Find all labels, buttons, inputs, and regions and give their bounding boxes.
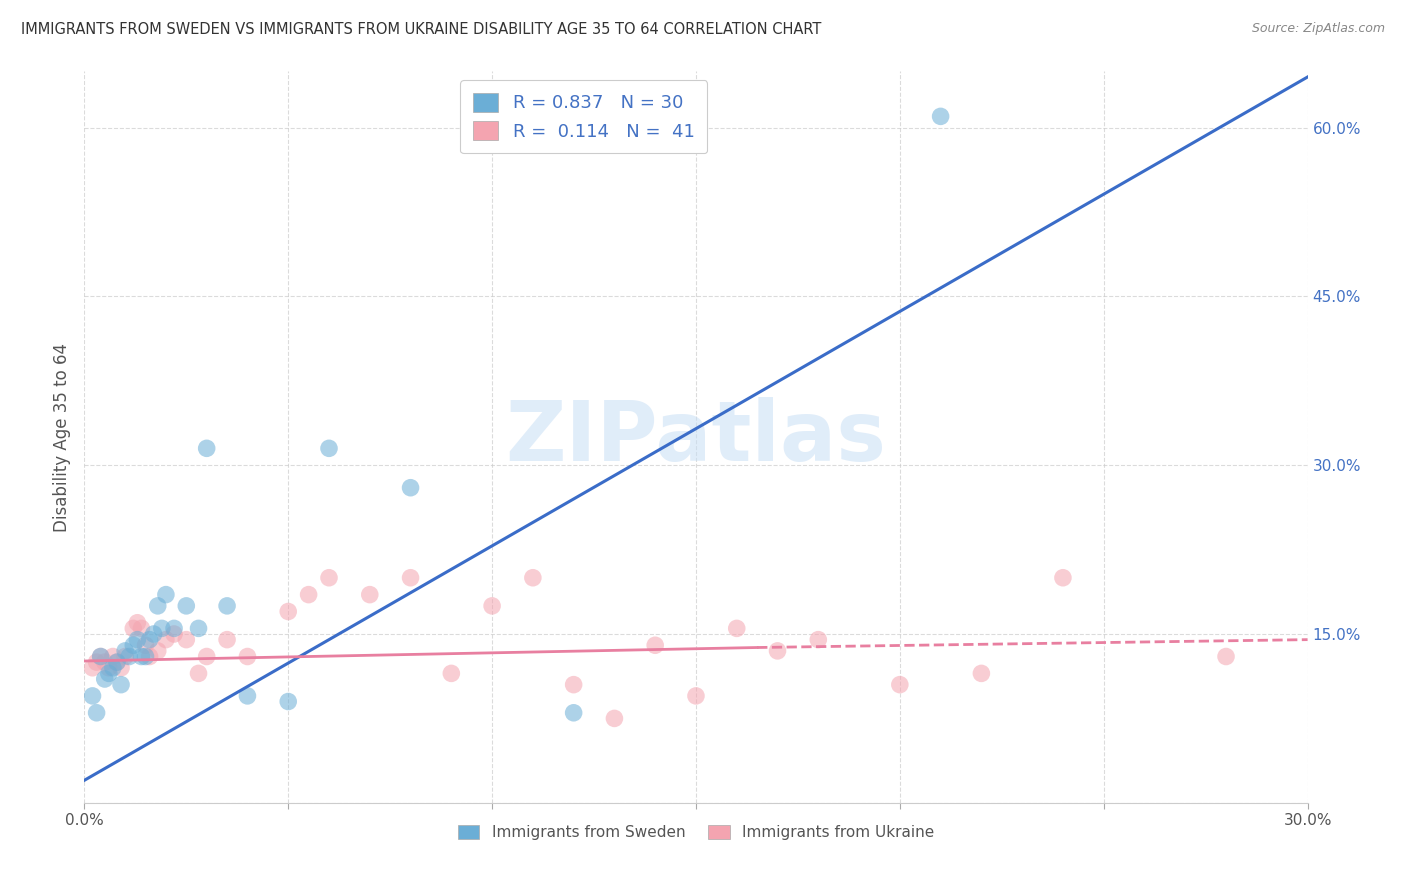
Point (146, 644, 169, 658)
Point (131, 649, 153, 664)
Point (93, 672, 115, 686)
Point (195, 442, 218, 456)
Point (135, 638, 157, 652)
Point (318, 571, 340, 585)
Point (86, 655, 108, 669)
Point (101, 661, 124, 675)
Point (93, 655, 115, 669)
Text: Source: ZipAtlas.com: Source: ZipAtlas.com (1251, 22, 1385, 36)
Point (155, 632, 177, 647)
Point (131, 621, 153, 635)
Point (135, 649, 157, 664)
Point (146, 599, 169, 613)
Point (142, 627, 165, 641)
Point (110, 661, 132, 675)
Point (603, 711, 626, 725)
Point (127, 615, 149, 630)
Point (440, 666, 463, 681)
Point (399, 481, 422, 495)
Point (644, 638, 666, 652)
Point (163, 621, 186, 635)
Point (114, 649, 136, 664)
Point (97, 661, 120, 675)
Point (766, 644, 789, 658)
Point (105, 655, 128, 669)
Point (399, 571, 422, 585)
Point (481, 599, 503, 613)
Point (1215, 649, 1237, 664)
Point (725, 621, 748, 635)
Point (122, 621, 145, 635)
Point (562, 678, 585, 692)
Point (522, 571, 544, 585)
Point (122, 638, 145, 652)
Point (889, 678, 911, 692)
Point (97, 666, 120, 681)
Text: ZIPatlas: ZIPatlas (506, 397, 886, 477)
Point (82, 689, 104, 703)
Point (163, 627, 186, 641)
Point (155, 588, 177, 602)
Point (187, 621, 209, 635)
Point (1052, 571, 1074, 585)
Point (298, 588, 321, 602)
Point (82, 661, 104, 675)
Point (359, 588, 381, 602)
Point (195, 649, 218, 664)
Point (101, 649, 124, 664)
Point (114, 644, 136, 658)
Y-axis label: Disability Age 35 to 64: Disability Age 35 to 64 (53, 343, 72, 532)
Point (118, 649, 141, 664)
Point (929, 109, 952, 123)
Point (127, 632, 149, 647)
Point (110, 678, 132, 692)
Point (970, 666, 993, 681)
Point (217, 632, 239, 647)
Point (217, 599, 239, 613)
Point (138, 632, 160, 647)
Point (318, 442, 340, 456)
Point (277, 694, 299, 708)
Point (187, 666, 209, 681)
Point (174, 632, 197, 647)
Point (685, 689, 707, 703)
Point (562, 706, 585, 720)
Point (90, 649, 112, 664)
Point (150, 621, 173, 635)
Point (90, 649, 112, 664)
Point (807, 632, 830, 647)
Text: IMMIGRANTS FROM SWEDEN VS IMMIGRANTS FROM UKRAINE DISABILITY AGE 35 TO 64 CORREL: IMMIGRANTS FROM SWEDEN VS IMMIGRANTS FRO… (21, 22, 821, 37)
Point (86, 706, 108, 720)
Point (138, 649, 160, 664)
Point (236, 689, 259, 703)
Legend: Immigrants from Sweden, Immigrants from Ukraine: Immigrants from Sweden, Immigrants from … (451, 819, 941, 847)
Point (174, 599, 197, 613)
Point (105, 655, 128, 669)
Point (236, 649, 259, 664)
Point (277, 605, 299, 619)
